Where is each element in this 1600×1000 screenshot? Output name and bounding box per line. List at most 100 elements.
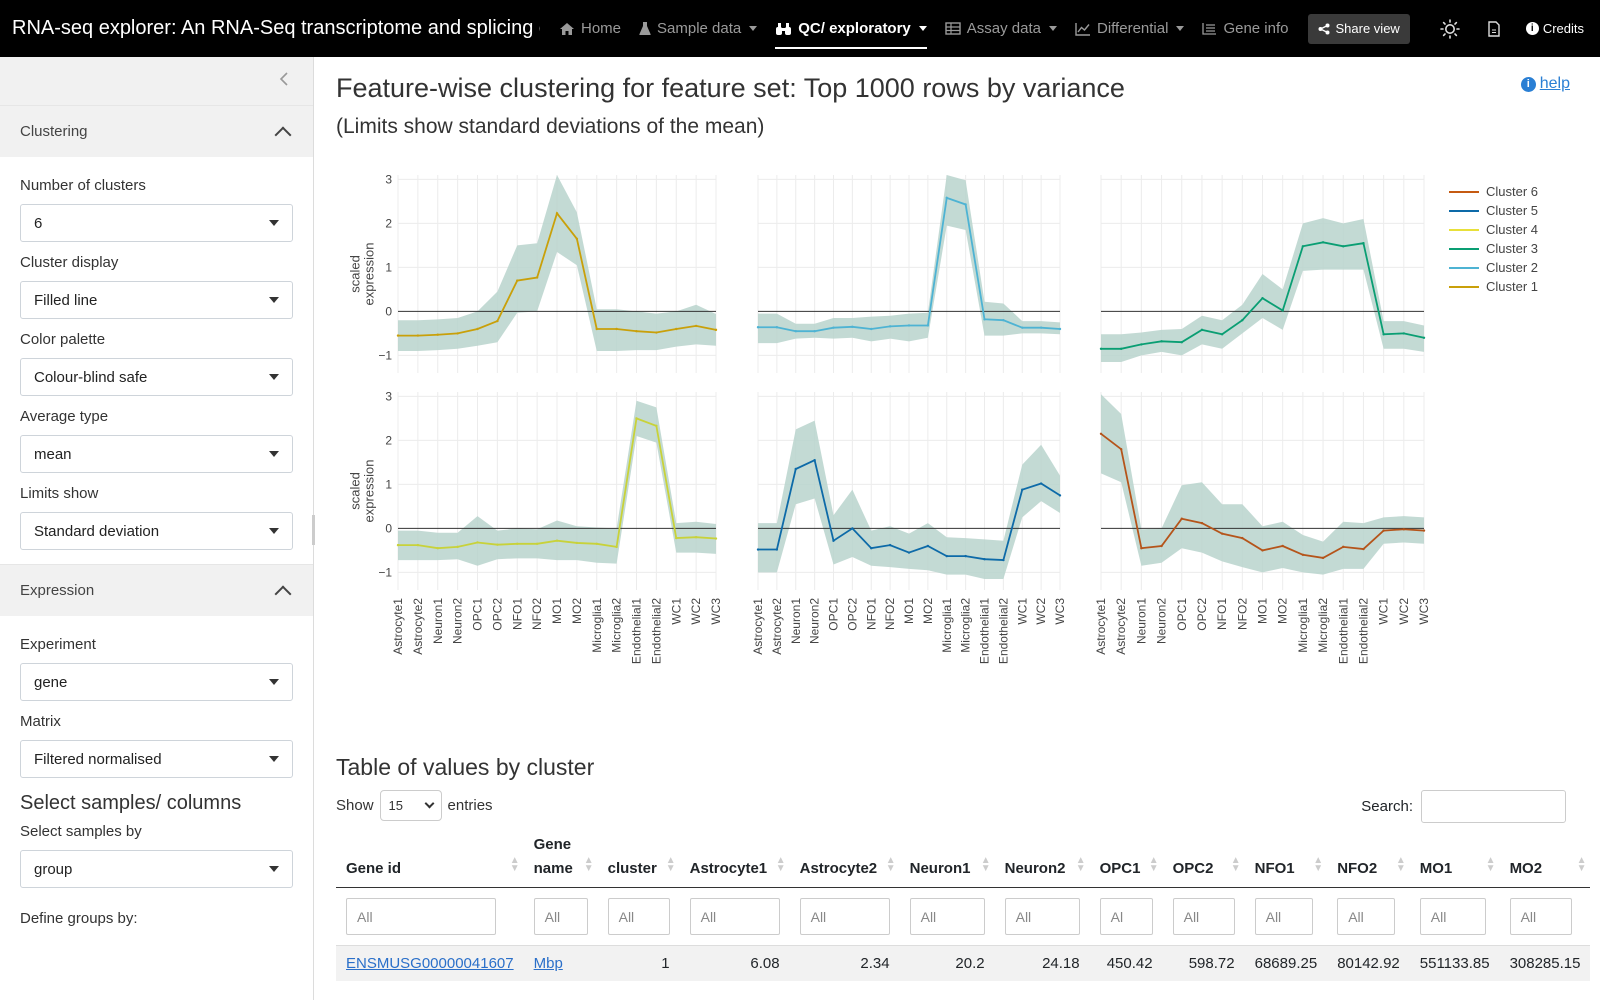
column-header-mo2[interactable]: MO2 ▲ ▼ bbox=[1499, 827, 1591, 888]
x-tick-label: Endothelial1 bbox=[1336, 598, 1350, 664]
nav-item-label: Differential bbox=[1097, 20, 1169, 37]
sort-icon: ▲ ▼ bbox=[509, 855, 520, 874]
data-point bbox=[1140, 343, 1143, 346]
data-point bbox=[983, 558, 986, 561]
data-point bbox=[1321, 556, 1325, 560]
sidebar-collapse-button[interactable] bbox=[279, 71, 289, 92]
column-filter-input[interactable]: All bbox=[799, 898, 890, 935]
home-icon bbox=[559, 22, 575, 36]
column-header-gene-id[interactable]: Gene id ▲ ▼ bbox=[336, 827, 524, 888]
gene-id-link[interactable]: ENSMUSG00000041607 bbox=[346, 955, 514, 972]
legend-item[interactable]: Cluster 5 bbox=[1449, 203, 1538, 218]
number-of-clusters-select[interactable]: 6 bbox=[20, 204, 293, 242]
report-button[interactable] bbox=[1472, 0, 1516, 57]
column-header-nfo2[interactable]: NFO2 ▲ ▼ bbox=[1327, 827, 1410, 888]
list-icon bbox=[1202, 22, 1217, 35]
column-filter-input[interactable]: All bbox=[1509, 898, 1572, 935]
share-view-button[interactable]: Share view bbox=[1307, 13, 1410, 44]
chevron-up-icon bbox=[274, 126, 292, 143]
column-filter-input[interactable]: All bbox=[1254, 898, 1313, 935]
legend-item[interactable]: Cluster 2 bbox=[1449, 260, 1538, 275]
top-navbar: RNA-seq explorer: An RNA-Seq transcripto… bbox=[0, 0, 1600, 57]
search-input[interactable] bbox=[1421, 790, 1566, 823]
data-point bbox=[714, 537, 718, 540]
column-header-gene-name[interactable]: Gene name ▲ ▼ bbox=[523, 827, 598, 888]
filter-cell: All bbox=[1327, 887, 1410, 946]
data-point bbox=[416, 543, 420, 547]
panel-2 bbox=[756, 175, 1062, 373]
caret-down-icon bbox=[269, 297, 279, 303]
legend-label: Cluster 6 bbox=[1486, 184, 1538, 199]
column-header-label: OPC1 bbox=[1099, 860, 1141, 877]
nav-item-sample-data[interactable]: Sample data bbox=[630, 0, 766, 57]
column-header-cluster[interactable]: cluster ▲ ▼ bbox=[597, 827, 680, 888]
legend-item[interactable]: Cluster 1 bbox=[1449, 279, 1538, 294]
column-header-astrocyte2[interactable]: Astrocyte2 ▲ ▼ bbox=[789, 827, 900, 888]
gene-name-link[interactable]: Mbp bbox=[533, 955, 563, 972]
table-cell: 308285.15 bbox=[1499, 945, 1591, 981]
data-point bbox=[655, 424, 658, 428]
column-header-neuron2[interactable]: Neuron2 ▲ ▼ bbox=[994, 827, 1090, 888]
nav-item-gene-info[interactable]: Gene info bbox=[1193, 0, 1297, 57]
app-title[interactable]: RNA-seq explorer: An RNA-Seq transcripto… bbox=[12, 17, 540, 39]
column-filter-input[interactable]: All bbox=[346, 898, 496, 935]
column-filter-input[interactable]: All bbox=[909, 898, 985, 935]
legend-item[interactable]: Cluster 4 bbox=[1449, 222, 1538, 237]
sidebar-resize-handle[interactable] bbox=[312, 515, 315, 545]
data-point bbox=[1301, 245, 1305, 248]
experiment-select[interactable]: gene bbox=[20, 663, 293, 701]
x-tick-label: WC2 bbox=[1034, 598, 1048, 625]
column-header-opc2[interactable]: OPC2 ▲ ▼ bbox=[1162, 827, 1245, 888]
table-cell: 450.42 bbox=[1089, 945, 1163, 981]
x-tick-label: Microglia2 bbox=[1316, 598, 1330, 653]
data-point bbox=[851, 325, 854, 328]
sort-icon: ▲ ▼ bbox=[1395, 855, 1406, 874]
data-point bbox=[396, 543, 400, 547]
cell-value: 68689.25 bbox=[1254, 955, 1318, 972]
column-header-mo1[interactable]: MO1 ▲ ▼ bbox=[1409, 827, 1500, 888]
cell-value: 24.18 bbox=[1042, 955, 1080, 972]
table-cell: 598.72 bbox=[1162, 945, 1245, 981]
column-header-neuron1[interactable]: Neuron1 ▲ ▼ bbox=[899, 827, 995, 888]
legend-item[interactable]: Cluster 3 bbox=[1449, 241, 1538, 256]
column-header-astrocyte1[interactable]: Astrocyte1 ▲ ▼ bbox=[679, 827, 790, 888]
column-filter-input[interactable]: Al bbox=[1099, 898, 1153, 935]
data-point bbox=[1058, 327, 1062, 331]
column-filter-input[interactable]: All bbox=[1419, 898, 1486, 935]
color-palette-select[interactable]: Colour-blind safe bbox=[20, 358, 293, 396]
x-tick-label: NFO1 bbox=[1215, 598, 1229, 630]
select-samples-by-select[interactable]: group bbox=[20, 850, 293, 888]
nav-item-home[interactable]: Home bbox=[550, 0, 630, 57]
legend-item[interactable]: Cluster 6 bbox=[1449, 184, 1538, 199]
limits-show-select[interactable]: Standard deviation bbox=[20, 512, 293, 550]
column-filter-input[interactable]: All bbox=[1172, 898, 1235, 935]
column-filter-input[interactable]: All bbox=[689, 898, 780, 935]
column-filter-input[interactable]: All bbox=[1337, 898, 1396, 935]
data-point bbox=[813, 330, 816, 333]
data-point bbox=[575, 541, 579, 545]
column-filter-input[interactable]: All bbox=[533, 898, 588, 935]
nav-item-differential[interactable]: Differential bbox=[1066, 0, 1193, 57]
theme-toggle-button[interactable] bbox=[1428, 0, 1472, 57]
select-samples-heading: Select samples/ columns bbox=[20, 792, 242, 814]
accordion-expression-header[interactable]: Expression bbox=[0, 564, 313, 616]
data-point bbox=[1261, 297, 1264, 300]
accordion-clustering-header[interactable]: Clustering bbox=[0, 105, 313, 157]
average-type-select[interactable]: mean bbox=[20, 435, 293, 473]
help-link[interactable]: i help bbox=[1520, 75, 1570, 93]
column-filter-input[interactable]: All bbox=[607, 898, 670, 935]
matrix-select[interactable]: Filtered normalised bbox=[20, 740, 293, 778]
filter-cell: Al bbox=[1089, 887, 1163, 946]
column-filter-input[interactable]: All bbox=[1004, 898, 1080, 935]
sun-icon bbox=[1440, 18, 1460, 39]
column-header-nfo1[interactable]: NFO1 ▲ ▼ bbox=[1244, 827, 1328, 888]
page-size-select[interactable]: 15 bbox=[379, 790, 442, 821]
data-point bbox=[635, 330, 638, 333]
cluster-display-select[interactable]: Filled line bbox=[20, 281, 293, 319]
nav-item-assay-data[interactable]: Assay data bbox=[936, 0, 1066, 57]
column-header-opc1[interactable]: OPC1 ▲ ▼ bbox=[1089, 827, 1163, 888]
credits-button[interactable]: i Credits bbox=[1516, 21, 1600, 36]
nav-item-qc-exploratory[interactable]: QC/ exploratory bbox=[766, 0, 936, 57]
filter-cell: All bbox=[679, 887, 790, 946]
x-tick-label: MO2 bbox=[921, 598, 935, 624]
